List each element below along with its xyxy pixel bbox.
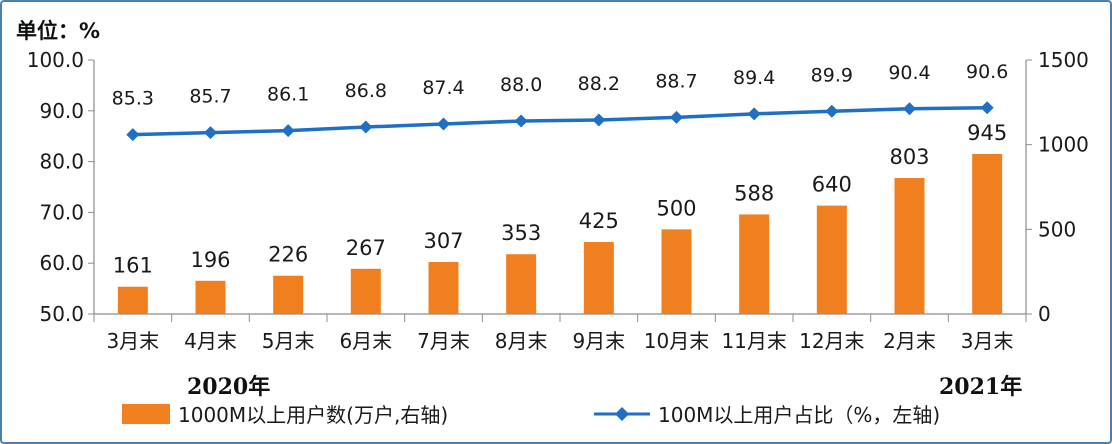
left-tick-label: 80.0 (39, 150, 84, 174)
category-label: 10月末 (644, 329, 709, 353)
line-value-label: 90.4 (888, 62, 930, 84)
unit-label: 单位：% (16, 19, 100, 43)
line-value-label: 85.7 (189, 86, 231, 108)
bar (350, 268, 381, 314)
bar (894, 178, 925, 314)
right-tick-label: 500 (1038, 217, 1076, 241)
bar (506, 254, 537, 314)
category-label: 8月末 (495, 329, 548, 353)
bar-value-label: 588 (734, 181, 774, 205)
line-value-label: 87.4 (422, 77, 464, 99)
line-value-label: 90.6 (966, 61, 1008, 83)
bar (739, 214, 770, 314)
bar (583, 242, 614, 314)
category-label: 7月末 (417, 329, 470, 353)
line-series (126, 101, 994, 142)
line-point (281, 124, 295, 138)
line-point (980, 101, 994, 115)
right-tick-label: 1000 (1038, 133, 1089, 157)
left-tick-label: 60.0 (39, 251, 84, 275)
bar (972, 153, 1003, 314)
category-label: 5月末 (262, 329, 315, 353)
line-value-label: 88.0 (500, 74, 542, 96)
category-label: 12月末 (799, 329, 864, 353)
line-point (825, 104, 839, 118)
bar-value-label: 196 (190, 248, 230, 272)
line-point (359, 120, 373, 134)
legend-bar-swatch (122, 404, 170, 424)
year-label-start: 2020年 (187, 374, 270, 400)
left-tick-label: 90.0 (39, 99, 84, 123)
left-tick-label: 100.0 (27, 48, 84, 72)
axes: 50.0 60.0 70.0 80.0 90.0 100.0 0 500 1000 1500 3月末… (27, 48, 1089, 353)
right-tick-label: 0 (1038, 302, 1051, 326)
bar-value-label: 161 (113, 254, 153, 278)
line-value-label: 88.7 (655, 70, 697, 92)
category-label: 11月末 (721, 329, 786, 353)
line-point (204, 126, 217, 140)
line-value-label: 88.2 (578, 73, 620, 95)
line-path (132, 106, 988, 137)
right-tick-label: 1500 (1038, 48, 1089, 72)
bar (117, 286, 148, 314)
bar-value-label: 267 (346, 236, 386, 260)
left-tick-label: 50.0 (39, 302, 84, 326)
data-labels: 161 196 226 267 307 353 425 500 588 640 803 945 85.3… (112, 61, 1009, 278)
line-point (592, 113, 606, 127)
legend: 1000M以上用户数(万户,右轴) 100M以上用户占比（%，左轴) (122, 403, 940, 427)
bar-value-label: 353 (501, 221, 541, 245)
left-tick-label: 70.0 (39, 200, 84, 224)
bar-value-label: 425 (579, 209, 619, 233)
line-point (903, 102, 916, 116)
legend-line-marker (615, 407, 629, 421)
bar (816, 205, 847, 314)
line-point (747, 107, 761, 121)
legend-line-label: 100M以上用户占比（%，左轴) (658, 403, 940, 427)
line-value-label: 89.4 (733, 67, 775, 89)
bar-value-label: 226 (268, 243, 308, 267)
line-value-label: 86.1 (267, 84, 309, 106)
bar-value-label: 803 (889, 145, 929, 169)
bar (428, 262, 459, 314)
line-point (437, 117, 450, 131)
bar (273, 275, 304, 314)
category-label: 9月末 (572, 329, 625, 353)
category-label: 2月末 (883, 329, 936, 353)
bar (661, 229, 692, 314)
bar-value-label: 307 (423, 229, 463, 253)
bar (195, 280, 226, 314)
category-label: 6月末 (339, 329, 392, 353)
line-point (514, 114, 528, 128)
line-point (126, 128, 140, 142)
line-value-label: 89.9 (811, 64, 853, 86)
category-label: 3月末 (106, 329, 159, 353)
bar-value-label: 500 (656, 196, 696, 220)
bar-series (117, 153, 1003, 314)
line-point (670, 110, 683, 124)
line-value-label: 86.8 (345, 80, 387, 102)
line-value-label: 85.3 (112, 88, 154, 110)
bar-value-label: 640 (812, 173, 852, 197)
category-label: 4月末 (184, 329, 237, 353)
bar-value-label: 945 (967, 121, 1007, 145)
legend-bar-label: 1000M以上用户数(万户,右轴) (178, 403, 448, 427)
year-label-end: 2021年 (939, 374, 1022, 400)
category-label: 3月末 (961, 329, 1014, 353)
